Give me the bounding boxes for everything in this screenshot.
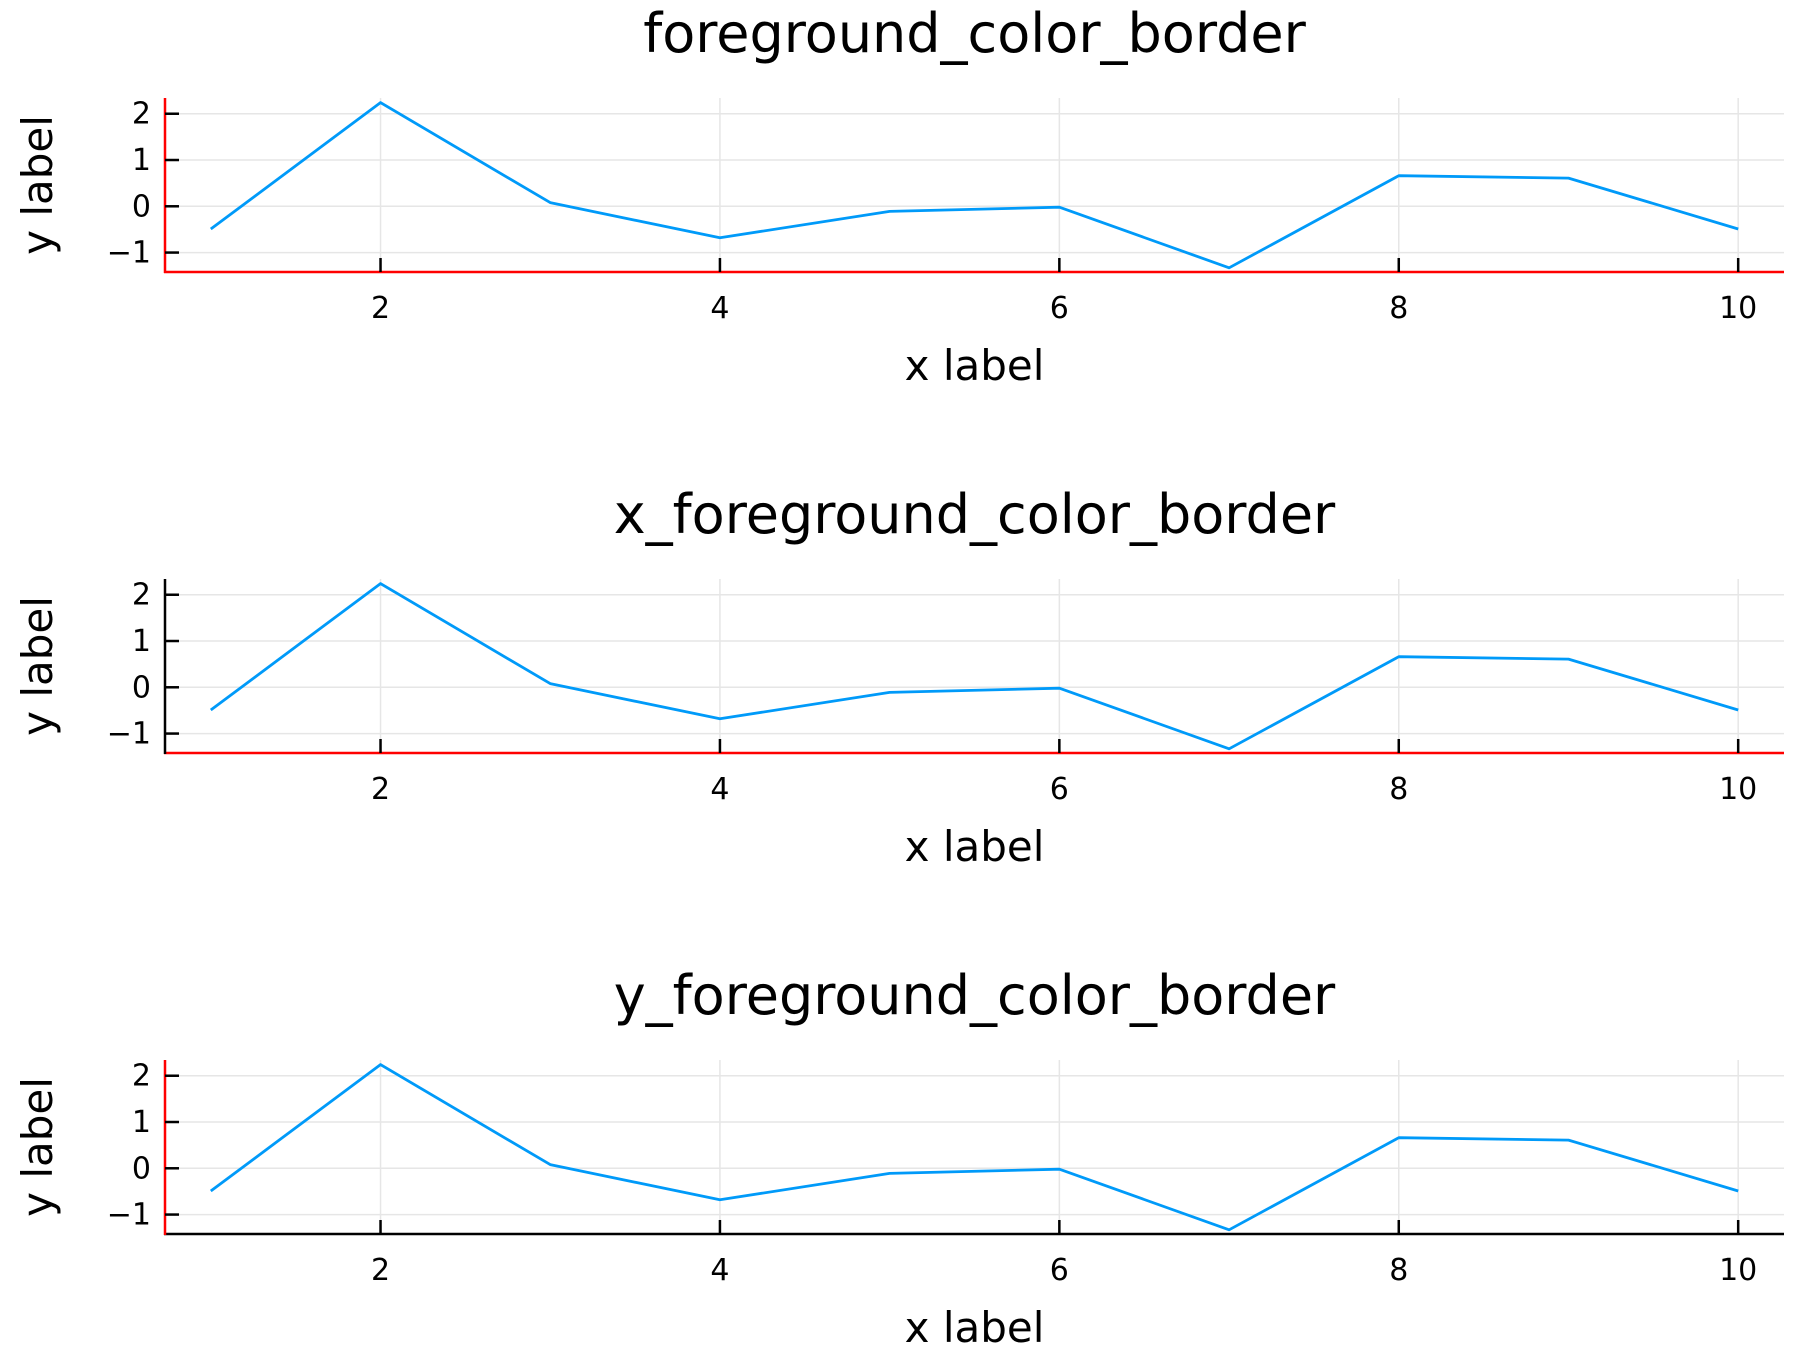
- x-axis-label: x label: [905, 1303, 1045, 1350]
- x-tick-label: 2: [371, 291, 390, 326]
- chart-title: y_foreground_color_border: [614, 964, 1336, 1027]
- series-line-1: [209, 582, 1739, 751]
- x-tick-label: 8: [1389, 291, 1408, 326]
- x-tick-label: 8: [1389, 1253, 1408, 1288]
- y-tick-label: 2: [132, 1059, 151, 1094]
- x-tick-label: 6: [1050, 772, 1069, 807]
- x-axis-label: x label: [905, 341, 1045, 390]
- x-tick-label: 10: [1719, 1253, 1757, 1288]
- y-tick-label: −1: [107, 1198, 151, 1233]
- y-tick-label: 0: [132, 670, 151, 705]
- x-axis-label: x label: [905, 822, 1045, 871]
- y-tick-label: −1: [107, 236, 151, 271]
- y-axis-label: y label: [13, 115, 62, 255]
- series-line-1: [209, 1063, 1739, 1232]
- chart-title: foreground_color_border: [643, 2, 1306, 65]
- y-tick-label: 1: [132, 1105, 151, 1140]
- x-tick-label: 6: [1050, 1253, 1069, 1288]
- y-tick-label: 1: [132, 143, 151, 178]
- x-tick-label: 4: [710, 1253, 729, 1288]
- y-axis-label: y label: [13, 1077, 62, 1217]
- chart-panel-3: y_foreground_color_border 2 4 6 8 10 −1 0 1 2 x la…: [13, 964, 1784, 1350]
- y-tick-label: 0: [132, 189, 151, 224]
- y-tick-label: 2: [132, 97, 151, 132]
- x-tick-label: 8: [1389, 772, 1408, 807]
- x-tick-label: 4: [710, 772, 729, 807]
- chart-panel-2: x_foreground_color_border 2 4 6 8 10 −1 0 1 2 x la…: [13, 483, 1784, 871]
- series-line-1: [209, 101, 1739, 270]
- y-tick-label: −1: [107, 717, 151, 752]
- x-tick-label: 2: [371, 772, 390, 807]
- y-tick-label: 2: [132, 578, 151, 613]
- x-tick-label: 2: [371, 1253, 390, 1288]
- x-tick-label: 4: [710, 291, 729, 326]
- y-tick-label: 0: [132, 1151, 151, 1186]
- chart-panel-1: foreground_color_border 2 4 6 8 10 −1 0 1 2 x labe…: [13, 2, 1784, 390]
- y-axis-label: y label: [13, 596, 62, 736]
- y-tick-label: 1: [132, 624, 151, 659]
- chart-title: x_foreground_color_border: [614, 483, 1336, 546]
- x-tick-label: 10: [1719, 772, 1757, 807]
- x-tick-label: 6: [1050, 291, 1069, 326]
- x-tick-label: 10: [1719, 291, 1757, 326]
